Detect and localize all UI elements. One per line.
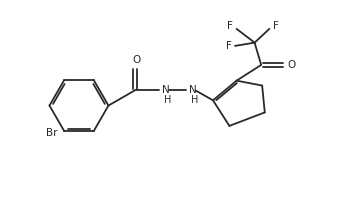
Text: H: H <box>164 95 172 105</box>
Text: F: F <box>228 21 233 31</box>
Text: O: O <box>288 60 296 70</box>
Text: N: N <box>189 85 197 95</box>
Text: F: F <box>272 21 278 31</box>
Text: O: O <box>132 55 141 65</box>
Text: N: N <box>162 85 170 95</box>
Text: F: F <box>226 41 232 51</box>
Text: H: H <box>191 95 198 105</box>
Text: Br: Br <box>46 128 57 138</box>
